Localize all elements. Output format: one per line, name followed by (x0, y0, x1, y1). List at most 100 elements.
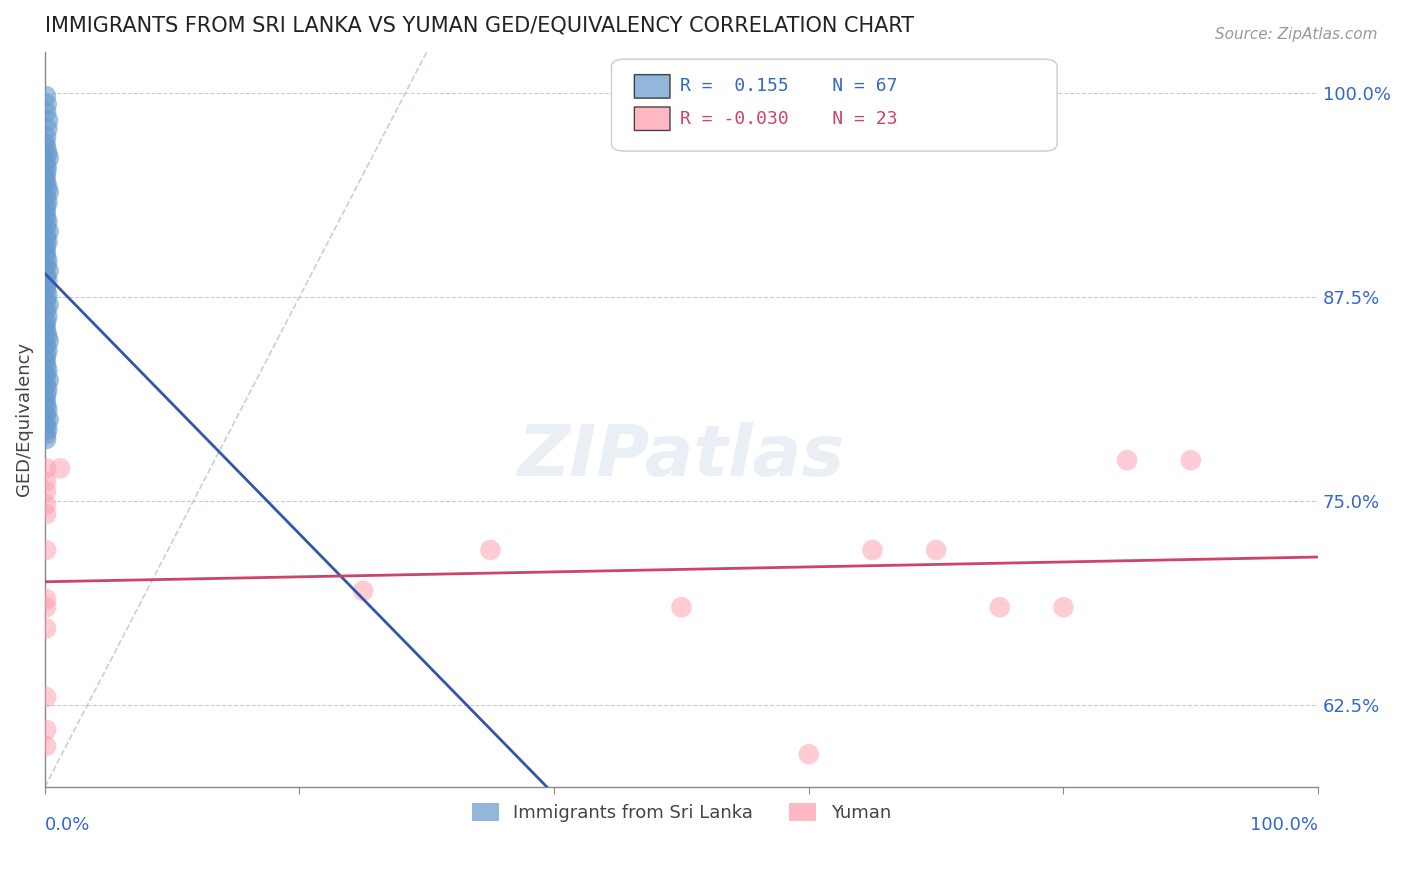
FancyBboxPatch shape (634, 107, 671, 130)
Point (35, 190, 58, 204)
Text: R =  0.155    N = 67: R = 0.155 N = 67 (681, 78, 897, 95)
Point (988, 600, 1011, 615)
Point (35, 239, 58, 253)
Point (35, 592, 58, 607)
Point (37, 402, 59, 417)
Point (35, 283, 58, 297)
Point (35, 302, 58, 317)
Point (35, 249, 58, 263)
Point (35, 268, 58, 283)
Point (37, 113, 59, 128)
Point (38, 373, 60, 387)
Point (37, 180, 59, 194)
Point (37, 121, 59, 136)
Point (35, 408, 58, 422)
Text: Source: ZipAtlas.com: Source: ZipAtlas.com (1215, 27, 1378, 42)
Point (35, 461, 58, 475)
Text: R = -0.030    N = 23: R = -0.030 N = 23 (681, 110, 897, 128)
Point (35, 723, 58, 737)
Point (35, 690, 58, 704)
Point (35, 166, 58, 180)
Point (37, 146, 59, 161)
Point (37, 273, 59, 287)
Point (38, 334, 60, 348)
Point (1116, 453, 1139, 467)
Point (35, 475, 58, 489)
Text: IMMIGRANTS FROM SRI LANKA VS YUMAN GED/EQUIVALENCY CORRELATION CHART: IMMIGRANTS FROM SRI LANKA VS YUMAN GED/E… (45, 15, 914, 35)
Point (35, 156, 58, 170)
Point (35, 229, 58, 244)
Legend: Immigrants from Sri Lanka, Yuman: Immigrants from Sri Lanka, Yuman (464, 796, 898, 830)
Point (34, 244, 56, 259)
Text: 100.0%: 100.0% (1250, 816, 1319, 834)
Point (35, 739, 58, 753)
Y-axis label: GED/Equivalency: GED/Equivalency (15, 343, 32, 497)
Point (35, 97, 58, 112)
Point (37, 235, 59, 249)
Point (35, 129, 58, 144)
Point (35, 161, 58, 175)
Point (37, 215, 59, 229)
Point (35, 278, 58, 293)
Point (35, 141, 58, 155)
Point (34, 319, 56, 334)
Point (38, 264, 60, 278)
Text: 0.0%: 0.0% (45, 816, 90, 834)
Point (37, 329, 59, 343)
Point (37, 343, 59, 358)
Point (38, 298, 60, 312)
Point (37, 383, 59, 397)
Point (352, 583, 374, 598)
Point (38, 151, 60, 165)
Point (35, 105, 58, 120)
Point (35, 507, 58, 521)
Point (35, 314, 58, 328)
Point (925, 543, 948, 558)
Point (35, 89, 58, 103)
Point (35, 398, 58, 412)
Point (35, 427, 58, 442)
Point (34, 170, 56, 185)
FancyBboxPatch shape (612, 59, 1057, 151)
Point (35, 324, 58, 338)
Point (1180, 453, 1202, 467)
Point (34, 136, 56, 151)
Point (35, 176, 58, 190)
Point (671, 600, 693, 615)
Point (37, 254, 59, 268)
FancyBboxPatch shape (634, 75, 671, 98)
Point (35, 200, 58, 214)
Point (37, 422, 59, 436)
Point (35, 259, 58, 273)
Point (35, 417, 58, 432)
Point (35, 484, 58, 499)
Point (37, 310, 59, 324)
Point (35, 622, 58, 636)
Point (1052, 600, 1074, 615)
Point (37, 288, 59, 302)
Point (35, 368, 58, 383)
Point (35, 432, 58, 446)
Point (862, 543, 884, 558)
Point (35, 497, 58, 511)
Point (38, 412, 60, 426)
Text: ZIPatlas: ZIPatlas (517, 422, 845, 491)
Point (35, 543, 58, 558)
Point (35, 219, 58, 234)
Point (35, 349, 58, 363)
Point (34, 205, 56, 219)
Point (35, 378, 58, 392)
Point (35, 293, 58, 307)
Point (35, 388, 58, 402)
Point (37, 195, 59, 210)
Point (35, 210, 58, 224)
Point (35, 339, 58, 353)
Point (34, 392, 56, 407)
Point (797, 747, 820, 762)
Point (479, 543, 502, 558)
Point (35, 359, 58, 373)
Point (38, 225, 60, 239)
Point (49, 461, 72, 475)
Point (38, 186, 60, 200)
Point (34, 353, 56, 368)
